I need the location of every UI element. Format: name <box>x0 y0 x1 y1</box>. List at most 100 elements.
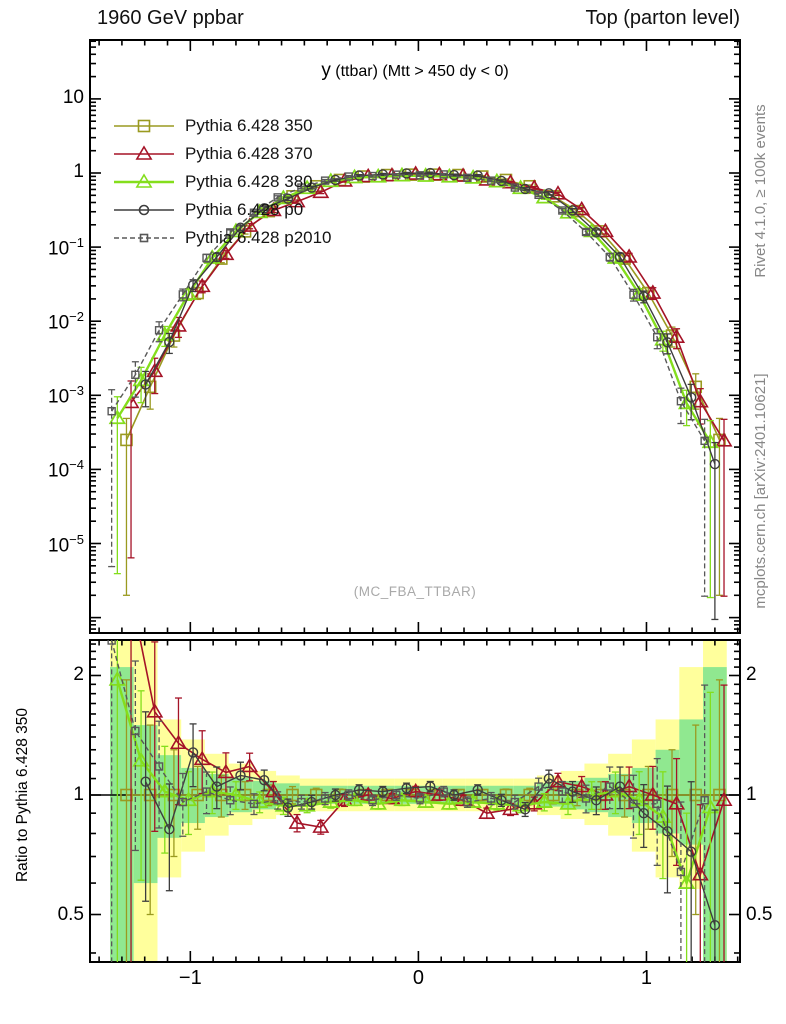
header-beam-energy: 1960 GeV ppbar <box>97 7 244 29</box>
series-pythia-6-428-370 <box>130 640 733 962</box>
triangle-marker <box>312 183 330 199</box>
circle-marker <box>496 795 507 806</box>
square-marker <box>178 290 188 299</box>
triangle-marker <box>169 317 187 332</box>
triangle-marker <box>668 328 686 344</box>
circle-marker <box>685 392 697 403</box>
legend-item-label: Pythia 6.428 350 <box>185 116 313 135</box>
triangle-marker <box>108 409 127 425</box>
rivet-version-watermark: Rivet 4.1.0, ≥ 100k events <box>752 104 769 278</box>
circle-marker <box>425 167 436 179</box>
square-marker <box>689 380 703 394</box>
circle-marker <box>591 227 602 238</box>
series-line <box>111 173 706 442</box>
circle-marker <box>543 188 555 199</box>
series-pythia-6-428-p2010 <box>107 640 709 962</box>
circle-marker <box>448 789 460 801</box>
circle-marker <box>425 781 436 792</box>
circle-marker <box>472 784 483 796</box>
circle-marker <box>614 781 626 792</box>
square-marker <box>510 183 520 192</box>
ratio-ytick-label-right: 1 <box>746 784 757 805</box>
triangle-marker <box>715 791 733 807</box>
analysis-watermark: (MC_FBA_TTBAR) <box>353 584 477 599</box>
triangle-marker <box>549 773 567 788</box>
triangle-marker <box>108 670 127 686</box>
xtick-label: 0 <box>412 967 424 989</box>
circle-marker <box>377 169 389 180</box>
ytick-label: 10−5 <box>48 531 84 556</box>
axis-ticks <box>90 40 740 962</box>
ratio-panel-frame <box>89 639 741 963</box>
triangle-marker <box>146 362 164 378</box>
circle-marker <box>567 786 578 797</box>
band-green-bin <box>110 667 134 962</box>
triangle-marker <box>135 145 153 160</box>
square-marker <box>120 433 133 447</box>
triangle-marker <box>478 804 496 819</box>
square-marker <box>415 171 425 180</box>
square-marker <box>605 252 614 262</box>
square-marker <box>652 333 662 342</box>
square-marker <box>652 799 662 809</box>
triangle-marker <box>630 285 648 300</box>
triangle-marker <box>644 284 662 299</box>
legend-item: Pythia 6.428 350 <box>112 112 332 140</box>
header-analysis-group: Top (parton level) <box>585 7 740 29</box>
legend-item: Pythia 6.428 370 <box>112 140 332 168</box>
triangle-marker <box>179 285 198 300</box>
circle-marker <box>543 773 555 784</box>
triangle-marker <box>345 791 364 807</box>
triangle-marker <box>241 217 259 232</box>
triangle-marker <box>620 248 638 263</box>
square-marker <box>486 176 496 185</box>
legend-swatch-square-icon <box>114 119 174 133</box>
legend-item: Pythia 6.428 p2010 <box>112 224 332 252</box>
square-marker <box>581 227 591 237</box>
series-pythia-6-428-p0 <box>140 167 721 621</box>
square-marker <box>107 407 116 416</box>
triangle-marker <box>241 757 259 773</box>
triangle-marker <box>668 795 686 810</box>
triangle-marker <box>691 393 709 408</box>
square-marker <box>249 208 259 217</box>
circle-marker <box>164 336 175 348</box>
series-line <box>145 750 716 926</box>
circle-marker <box>306 796 317 808</box>
circle-marker <box>259 203 270 214</box>
triangle-marker <box>677 874 696 889</box>
square-marker <box>676 397 686 406</box>
series-pythia-6-428-p2010 <box>107 170 709 597</box>
triangle-marker <box>336 791 353 807</box>
ytick-label: 10−1 <box>48 235 84 260</box>
square-marker <box>439 787 448 796</box>
circle-marker <box>259 774 270 786</box>
circle-marker <box>662 337 673 348</box>
triangle-marker <box>407 782 425 798</box>
ytick-label: 10−2 <box>48 309 84 334</box>
square-marker <box>439 170 448 179</box>
square-marker <box>344 790 354 800</box>
ratio-ytick-label-left: 0.5 <box>57 903 84 925</box>
square-marker <box>618 788 631 802</box>
square-marker <box>202 787 211 796</box>
square-marker <box>629 799 638 809</box>
square-marker <box>368 796 377 805</box>
square-marker <box>629 290 638 299</box>
triangle-marker <box>535 793 553 808</box>
ratio-ytick-label-right: 2 <box>746 664 757 686</box>
square-marker <box>297 183 306 192</box>
triangle-marker <box>312 818 330 833</box>
square-marker <box>154 762 164 771</box>
plot-title-cuts: (ttbar) (Mtt > 450 dy < 0) <box>330 63 509 80</box>
circle-marker <box>306 182 317 193</box>
circle-marker <box>235 770 246 781</box>
circle-marker <box>472 170 483 181</box>
legend-item: Pythia 6.428 p0 <box>112 196 332 224</box>
circle-marker <box>496 175 507 187</box>
legend: Pythia 6.428 350 Pythia 6.428 370 Pythia 6… <box>112 112 332 252</box>
circle-marker <box>685 846 697 857</box>
triangle-marker <box>193 277 211 293</box>
